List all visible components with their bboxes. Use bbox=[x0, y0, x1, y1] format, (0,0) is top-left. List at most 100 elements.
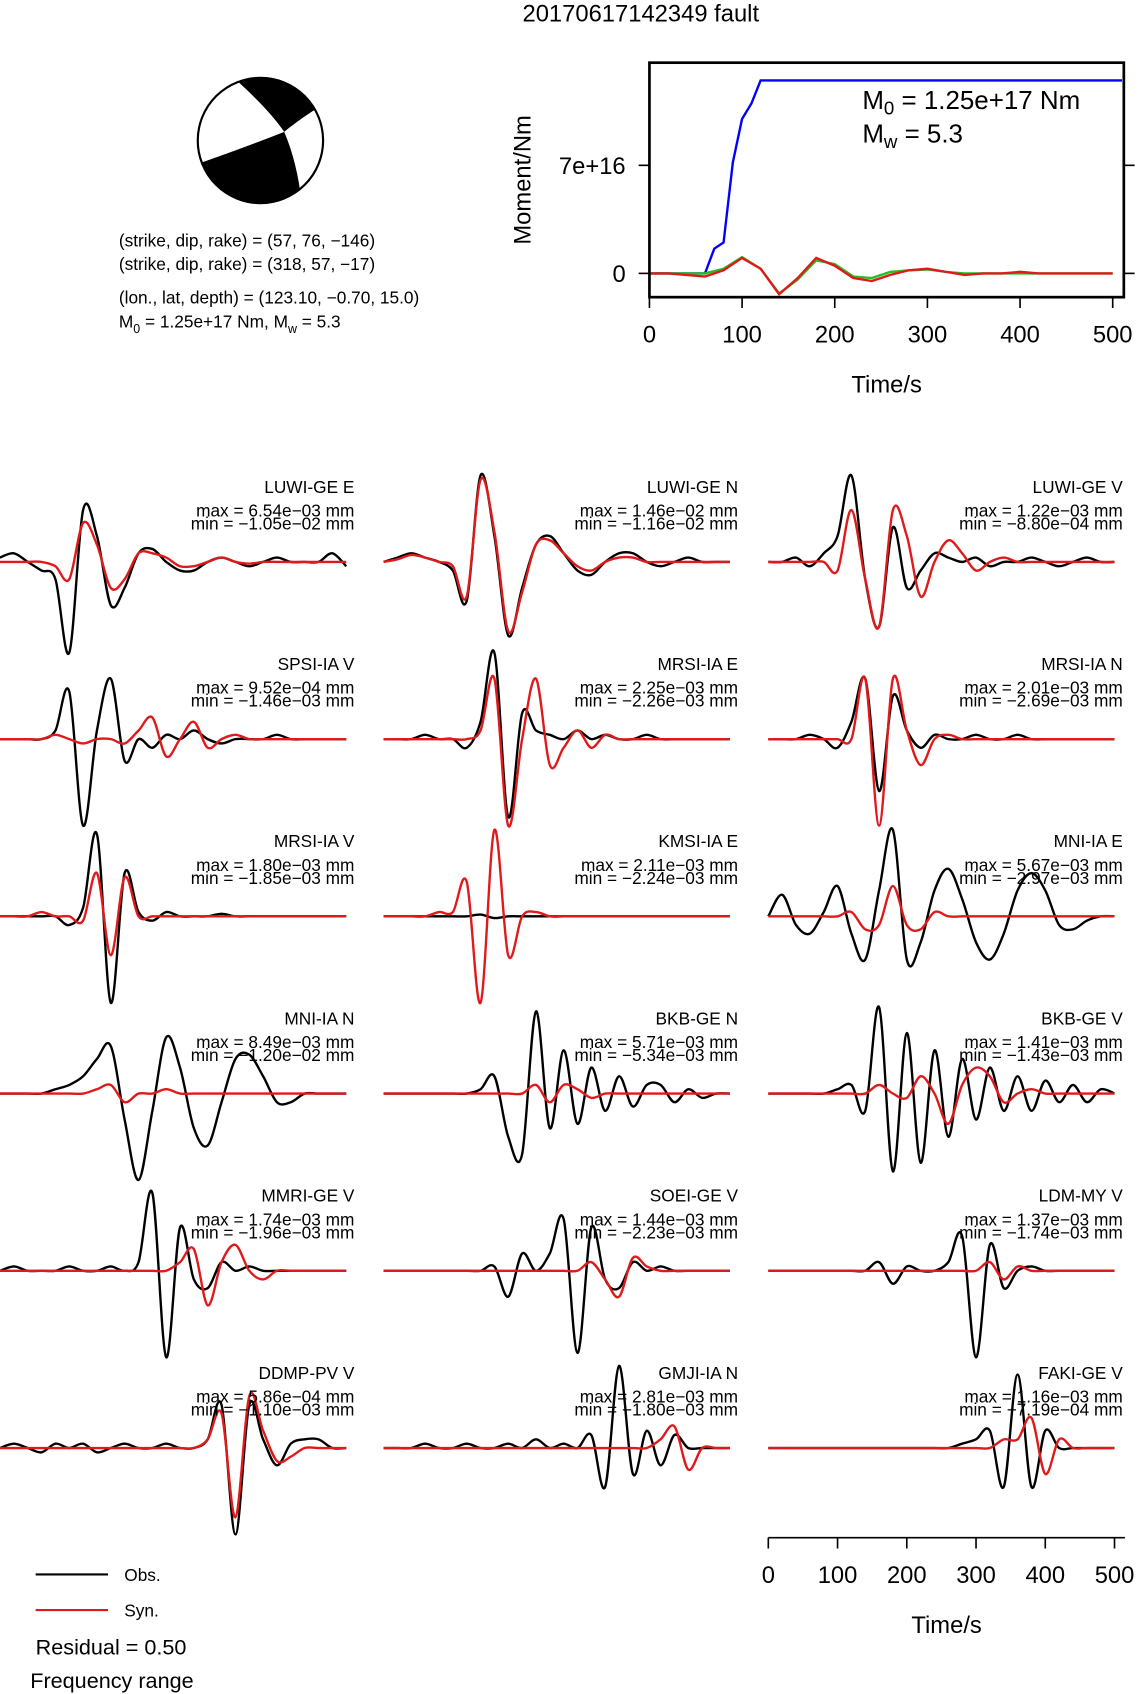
moment-line: M0 = 1.25e+17 Nm, Mw = 5.3 bbox=[119, 311, 341, 335]
min-amplitude: min = −1.96e−03 mm bbox=[191, 1222, 355, 1242]
synthetic-trace bbox=[383, 1083, 730, 1104]
x-tick-label: 200 bbox=[815, 322, 855, 349]
station-name: DDMP-PV V bbox=[258, 1363, 354, 1383]
x-axis-label: Time/s bbox=[911, 1612, 982, 1639]
station-name: LUWI-GE N bbox=[647, 477, 738, 497]
synthetic-trace bbox=[768, 1066, 1115, 1125]
text-part: M bbox=[862, 87, 884, 115]
moment-line bbox=[649, 79, 1122, 275]
max-amplitude: max = 6.54e−03 mm bbox=[196, 501, 354, 521]
min-amplitude: min = −5.34e−03 mm bbox=[574, 1045, 738, 1065]
synthetic-trace bbox=[768, 1415, 1115, 1476]
synthetic-trace bbox=[0, 520, 347, 591]
min-amplitude: min = −1.16e−02 mm bbox=[574, 513, 738, 533]
x-tick-label: 500 bbox=[1093, 322, 1133, 349]
frequency-note: Frequency range bbox=[30, 1668, 193, 1693]
observed-trace bbox=[768, 1005, 1115, 1173]
min-amplitude: min = −2.24e−03 mm bbox=[574, 868, 738, 888]
max-amplitude: max = 2.81e−03 mm bbox=[580, 1387, 738, 1407]
station-name: BKB-GE V bbox=[1041, 1008, 1123, 1028]
x-tick-label: 100 bbox=[722, 322, 762, 349]
min-amplitude: min = −1.74e−03 mm bbox=[959, 1222, 1123, 1242]
figure-title: 20170617142349 fault bbox=[523, 1, 760, 28]
subscript: 0 bbox=[884, 98, 894, 119]
x-tick-label: 400 bbox=[1000, 322, 1040, 349]
station-name: SOEI-GE V bbox=[650, 1186, 739, 1206]
station-name: MMRI-GE V bbox=[261, 1186, 355, 1206]
beachball-outline bbox=[196, 76, 325, 205]
station-name: FAKI-GE V bbox=[1038, 1363, 1123, 1383]
beachball bbox=[196, 76, 325, 205]
min-amplitude: min = −2.69e−03 mm bbox=[959, 691, 1123, 711]
x-tick-label: 0 bbox=[643, 322, 656, 349]
mechanism-line: (lon., lat, depth) = (123.10, −0.70, 15.… bbox=[119, 288, 419, 308]
min-amplitude: min = −7.19e−04 mm bbox=[959, 1400, 1123, 1420]
subscript: 0 bbox=[133, 322, 140, 336]
synthetic-trace bbox=[0, 1243, 347, 1307]
y-axis-label: Moment/Nm bbox=[510, 115, 537, 244]
plot-area bbox=[649, 79, 1122, 296]
min-amplitude: min = −1.46e−03 mm bbox=[191, 691, 355, 711]
x-tick-label: 100 bbox=[818, 1562, 858, 1589]
station-name: GMJI-IA N bbox=[658, 1363, 738, 1383]
text-part: M bbox=[119, 311, 133, 331]
observed-trace bbox=[767, 827, 1115, 968]
synthetic-trace bbox=[0, 715, 347, 759]
max-amplitude: max = 1.74e−03 mm bbox=[196, 1209, 354, 1229]
synthetic-trace bbox=[0, 1391, 347, 1519]
min-amplitude: min = −8.80e−04 mm bbox=[959, 513, 1123, 533]
max-amplitude: max = 1.22e−03 mm bbox=[964, 501, 1122, 521]
synthetic-trace bbox=[768, 884, 1115, 932]
y-tick-label: 7e+16 bbox=[559, 153, 626, 180]
synthetic-trace bbox=[383, 674, 730, 828]
observed-trace bbox=[768, 474, 1115, 630]
legend-label: Syn. bbox=[124, 1601, 159, 1621]
max-amplitude: max = 1.44e−03 mm bbox=[580, 1209, 738, 1229]
x-tick-label: 400 bbox=[1025, 1562, 1065, 1589]
synthetic-trace bbox=[383, 1255, 730, 1299]
synthetic-trace bbox=[768, 674, 1115, 827]
legend-label: Obs. bbox=[124, 1565, 160, 1585]
max-amplitude: max = 5.71e−03 mm bbox=[580, 1032, 738, 1052]
observed-trace bbox=[768, 1231, 1115, 1359]
max-amplitude: max = 2.25e−03 mm bbox=[580, 678, 738, 698]
station-name: SPSI-IA V bbox=[278, 654, 355, 674]
max-amplitude: max = 5.67e−03 mm bbox=[964, 855, 1122, 875]
min-amplitude: min = −1.80e−03 mm bbox=[574, 1400, 738, 1420]
mechanism-line: (strike, dip, rake) = (57, 76, −146) bbox=[119, 230, 375, 250]
synthetic-trace bbox=[383, 1424, 730, 1472]
max-amplitude: max = 8.49e−03 mm bbox=[196, 1032, 354, 1052]
max-amplitude: max = 5.86e−04 mm bbox=[196, 1387, 354, 1407]
min-amplitude: min = −1.05e−02 mm bbox=[191, 513, 355, 533]
synthetic-trace bbox=[383, 476, 730, 635]
synthetic-trace bbox=[0, 871, 347, 957]
plot-frame bbox=[648, 61, 1126, 299]
x-tick-label: 200 bbox=[887, 1562, 927, 1589]
subscript: w bbox=[287, 322, 298, 336]
min-amplitude: min = −2.97e−03 mm bbox=[959, 868, 1123, 888]
station-name: MNI-IA E bbox=[1054, 831, 1123, 851]
annotation: M0 = 1.25e+17 Nm bbox=[862, 87, 1080, 118]
annotation: Mw = 5.3 bbox=[862, 121, 963, 152]
min-amplitude: min = −1.85e−03 mm bbox=[191, 868, 355, 888]
station-name: BKB-GE N bbox=[656, 1008, 739, 1028]
max-amplitude: max = 1.46e−02 mm bbox=[580, 501, 738, 521]
max-amplitude: max = 1.16e−03 mm bbox=[964, 1387, 1122, 1407]
mechanism-line: (strike, dip, rake) = (318, 57, −17) bbox=[119, 254, 375, 274]
synthetic-trace bbox=[768, 504, 1115, 630]
subscript: w bbox=[883, 131, 898, 152]
